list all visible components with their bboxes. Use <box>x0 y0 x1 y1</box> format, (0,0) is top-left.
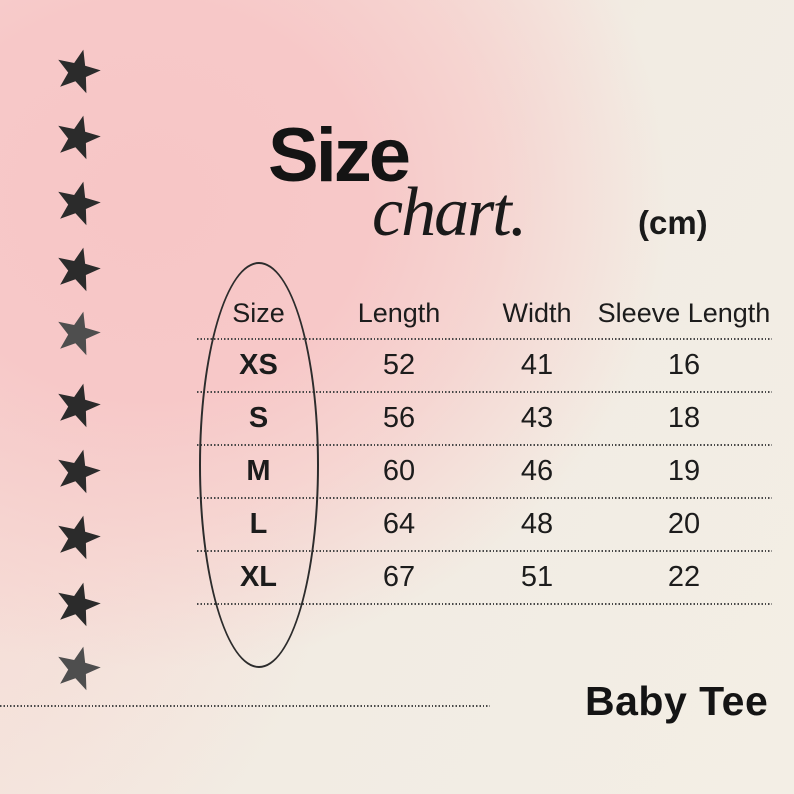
column-header-sleeve-length: Sleeve Length <box>597 297 771 328</box>
cell-sleeve-length: 16 <box>667 349 701 381</box>
cell-sleeve-length: 20 <box>667 508 701 540</box>
column-header-length: Length <box>357 297 441 328</box>
cell-width: 51 <box>520 561 554 593</box>
cell-length: 52 <box>382 349 416 381</box>
page-title: Size <box>268 113 411 198</box>
cell-length: 67 <box>382 561 416 593</box>
footer-separator <box>0 705 490 707</box>
cell-width: 48 <box>520 508 554 540</box>
star-icon <box>54 644 102 692</box>
cell-sleeve-length: 19 <box>667 455 701 487</box>
row-separator <box>197 444 772 446</box>
star-icon <box>54 245 102 293</box>
star-icon <box>54 513 102 561</box>
cell-width: 41 <box>520 349 554 381</box>
product-label: Baby Tee <box>585 678 769 724</box>
row-separator <box>197 338 772 340</box>
star-icon <box>54 113 102 161</box>
row-separator <box>197 603 772 605</box>
cell-width: 46 <box>520 455 554 487</box>
row-separator <box>197 497 772 499</box>
star-icon <box>54 447 102 495</box>
star-icon <box>54 580 102 628</box>
row-separator <box>197 391 772 393</box>
star-icon <box>54 179 102 227</box>
cell-length: 60 <box>382 455 416 487</box>
size-column-highlight-ellipse <box>199 262 319 668</box>
star-icon <box>54 309 102 357</box>
column-header-width: Width <box>502 297 572 328</box>
unit-label: (cm) <box>638 204 708 241</box>
star-icon <box>54 47 102 95</box>
row-separator <box>197 550 772 552</box>
page-title-script: chart. <box>372 174 527 251</box>
cell-length: 56 <box>382 402 416 434</box>
cell-sleeve-length: 18 <box>667 402 701 434</box>
star-icon <box>54 381 102 429</box>
cell-length: 64 <box>382 508 416 540</box>
cell-width: 43 <box>520 402 554 434</box>
cell-sleeve-length: 22 <box>667 561 701 593</box>
